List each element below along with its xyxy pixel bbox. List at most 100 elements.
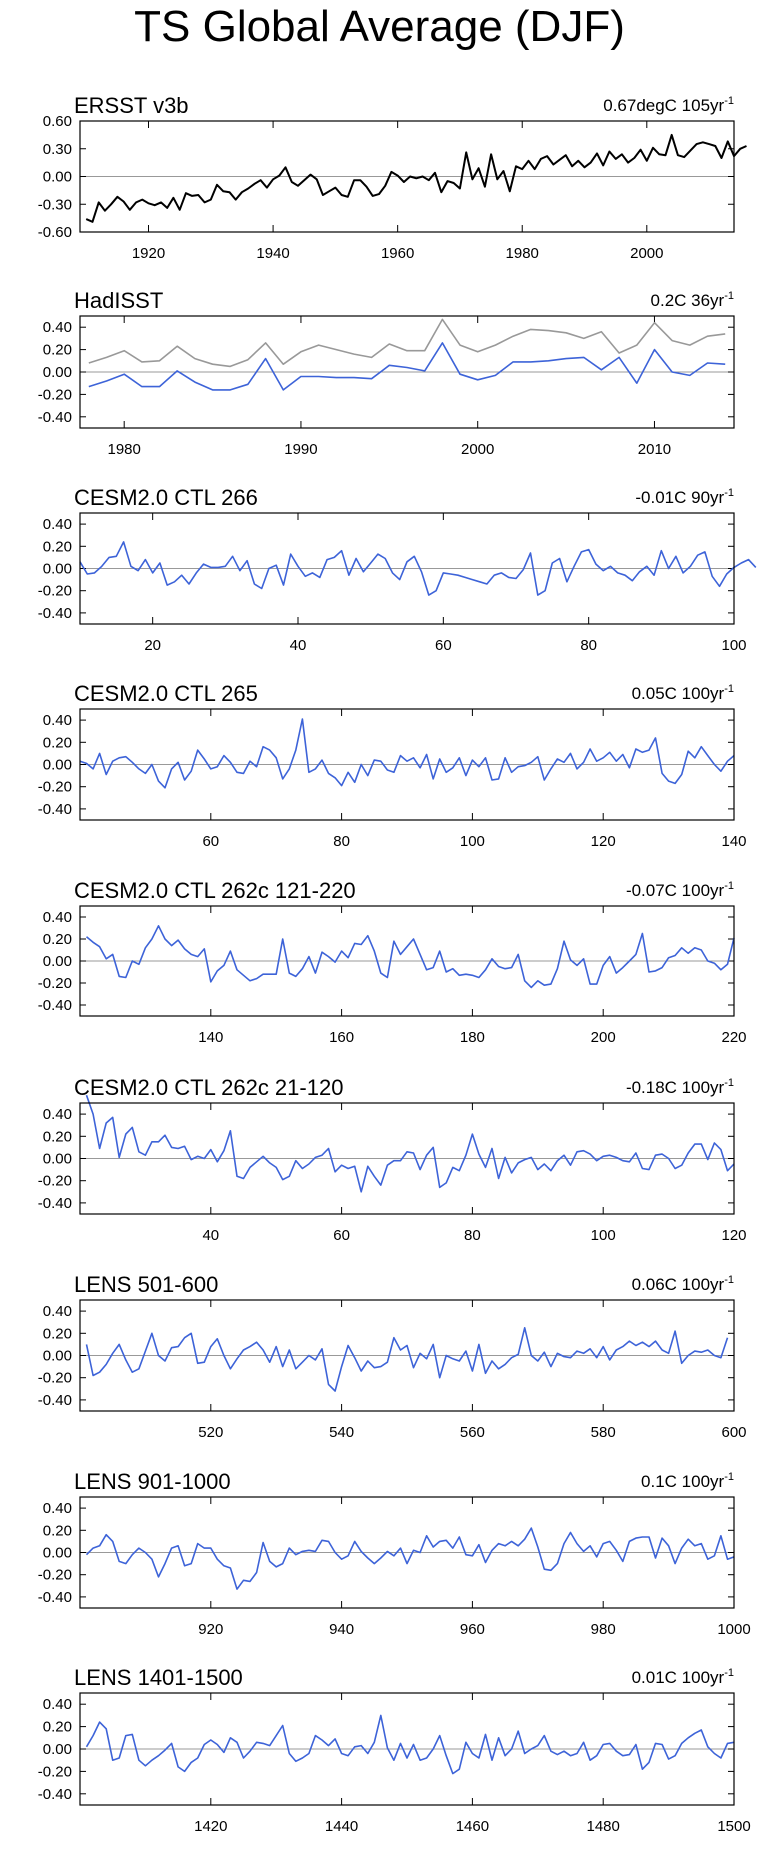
x-tick-label: 120 xyxy=(721,1227,746,1244)
chart-panel-1: ERSST v3b 0.67degC 105yr-1 0.60 0.30 0.00 -0.… xyxy=(38,93,747,262)
panel-title: CESM2.0 CTL 265 xyxy=(74,681,258,706)
x-tick-label: 1460 xyxy=(456,1818,489,1835)
chart-panel-9: LENS 1401-1500 0.01C 100yr-1 0.40 0.20 0.00 -… xyxy=(38,1665,751,1835)
y-tick-label: 0.40 xyxy=(43,909,72,926)
y-tick-label: 0.30 xyxy=(43,141,72,158)
x-tick-label: 600 xyxy=(721,1424,746,1441)
y-tick-label: 0.40 xyxy=(43,516,72,533)
y-tick-label: 0.40 xyxy=(43,712,72,729)
x-tick-label: 40 xyxy=(290,637,307,654)
chart-panel-8: LENS 901-1000 0.1C 100yr-1 0.40 0.20 0.00 -0.… xyxy=(38,1469,751,1638)
series-line-1 xyxy=(85,1527,735,1590)
plot-frame xyxy=(79,1692,735,1806)
y-tick-label: -0.60 xyxy=(38,224,72,241)
x-tick-label: 1980 xyxy=(506,245,539,262)
series-line-1 xyxy=(85,1327,729,1392)
chart-panel-7: LENS 501-600 0.06C 100yr-1 0.40 0.20 0.00 -0.… xyxy=(38,1272,747,1441)
y-tick-label: 0.00 xyxy=(43,1741,72,1758)
page-title: TS Global Average (DJF) xyxy=(134,2,625,51)
plot-frame xyxy=(79,315,735,429)
y-tick-label: 0.40 xyxy=(43,1696,72,1713)
y-tick-label: 0.00 xyxy=(43,953,72,970)
panel-title: CESM2.0 CTL 262c 121-220 xyxy=(74,878,356,903)
trend-label: -0.07C 100yr-1 xyxy=(626,880,734,900)
y-tick-label: 0.00 xyxy=(43,364,72,381)
x-tick-label: 1940 xyxy=(256,245,289,262)
y-tick-label: -0.20 xyxy=(38,1370,72,1387)
x-tick-label: 120 xyxy=(591,833,616,850)
x-tick-label: 60 xyxy=(333,1227,350,1244)
x-tick-label: 100 xyxy=(721,637,746,654)
plot-frame xyxy=(79,708,735,821)
trend-label: -0.18C 100yr-1 xyxy=(626,1077,734,1097)
x-tick-label: 20 xyxy=(144,637,161,654)
trend-exponent: -1 xyxy=(724,290,734,302)
panel-title: CESM2.0 CTL 262c 21-120 xyxy=(74,1075,343,1100)
x-tick-label: 1440 xyxy=(325,1818,358,1835)
x-tick-label: 220 xyxy=(721,1029,746,1046)
plot-frame xyxy=(79,120,735,233)
plot-frame xyxy=(79,512,735,625)
panel-title: HadISST xyxy=(74,288,163,313)
series-line-1 xyxy=(79,718,735,789)
y-tick-label: 0.20 xyxy=(43,734,72,751)
x-tick-label: 60 xyxy=(202,833,219,850)
x-tick-label: 100 xyxy=(591,1227,616,1244)
x-tick-label: 940 xyxy=(329,1621,354,1638)
panel-title: LENS 901-1000 xyxy=(74,1469,231,1494)
x-tick-label: 100 xyxy=(460,833,485,850)
x-tick-label: 140 xyxy=(198,1029,223,1046)
x-tick-label: 1980 xyxy=(108,441,141,458)
y-tick-label: -0.40 xyxy=(38,605,72,622)
y-tick-label: -0.20 xyxy=(38,975,72,992)
y-tick-label: 0.00 xyxy=(43,757,72,774)
x-tick-label: 2010 xyxy=(638,441,671,458)
x-tick-label: 160 xyxy=(329,1029,354,1046)
trend-exponent: -1 xyxy=(724,1471,734,1483)
trend-label: 0.67degC 105yr-1 xyxy=(603,95,734,115)
x-tick-label: 1960 xyxy=(381,245,414,262)
y-tick-label: 0.20 xyxy=(43,931,72,948)
x-tick-label: 80 xyxy=(333,833,350,850)
x-tick-label: 80 xyxy=(580,637,597,654)
trend-exponent: -1 xyxy=(724,1274,734,1286)
x-tick-label: 2000 xyxy=(461,441,494,458)
y-tick-label: 0.40 xyxy=(43,1303,72,1320)
y-tick-label: 0.00 xyxy=(43,169,72,186)
y-tick-label: 0.00 xyxy=(43,1151,72,1168)
x-tick-label: 200 xyxy=(591,1029,616,1046)
y-tick-label: 0.20 xyxy=(43,1522,72,1539)
panel-title: ERSST v3b xyxy=(74,93,189,118)
x-tick-label: 560 xyxy=(460,1424,485,1441)
y-tick-label: 0.00 xyxy=(43,1348,72,1365)
trend-label: -0.01C 90yr-1 xyxy=(635,487,734,507)
x-tick-label: 60 xyxy=(435,637,452,654)
x-tick-label: 580 xyxy=(591,1424,616,1441)
chart-panel-4: CESM2.0 CTL 265 0.05C 100yr-1 0.40 0.20 0.00… xyxy=(38,681,747,850)
y-tick-label: 0.60 xyxy=(43,113,72,130)
y-tick-label: -0.40 xyxy=(38,997,72,1014)
x-tick-label: 1420 xyxy=(194,1818,227,1835)
series-line-2 xyxy=(88,342,726,391)
plot-frame xyxy=(79,1299,735,1412)
trend-exponent: -1 xyxy=(724,1077,734,1089)
y-tick-label: 0.00 xyxy=(43,561,72,578)
x-tick-label: 140 xyxy=(721,833,746,850)
y-tick-label: -0.40 xyxy=(38,1786,72,1803)
y-tick-label: 0.20 xyxy=(43,1719,72,1736)
y-tick-label: -0.20 xyxy=(38,386,72,403)
x-tick-label: 1000 xyxy=(717,1621,750,1638)
trend-exponent: -1 xyxy=(724,487,734,499)
series-line-1 xyxy=(79,541,757,596)
x-tick-label: 960 xyxy=(460,1621,485,1638)
y-tick-label: 0.20 xyxy=(43,342,72,359)
x-tick-label: 1480 xyxy=(587,1818,620,1835)
y-tick-label: -0.20 xyxy=(38,1567,72,1584)
trend-exponent: -1 xyxy=(724,683,734,695)
chart-panel-6: CESM2.0 CTL 262c 21-120 -0.18C 100yr-1 0.4… xyxy=(38,1075,747,1244)
x-tick-label: 1500 xyxy=(717,1818,750,1835)
panel-title: CESM2.0 CTL 266 xyxy=(74,485,258,510)
y-tick-label: 0.40 xyxy=(43,1500,72,1517)
trend-label: 0.1C 100yr-1 xyxy=(641,1471,734,1491)
x-tick-label: 80 xyxy=(464,1227,481,1244)
